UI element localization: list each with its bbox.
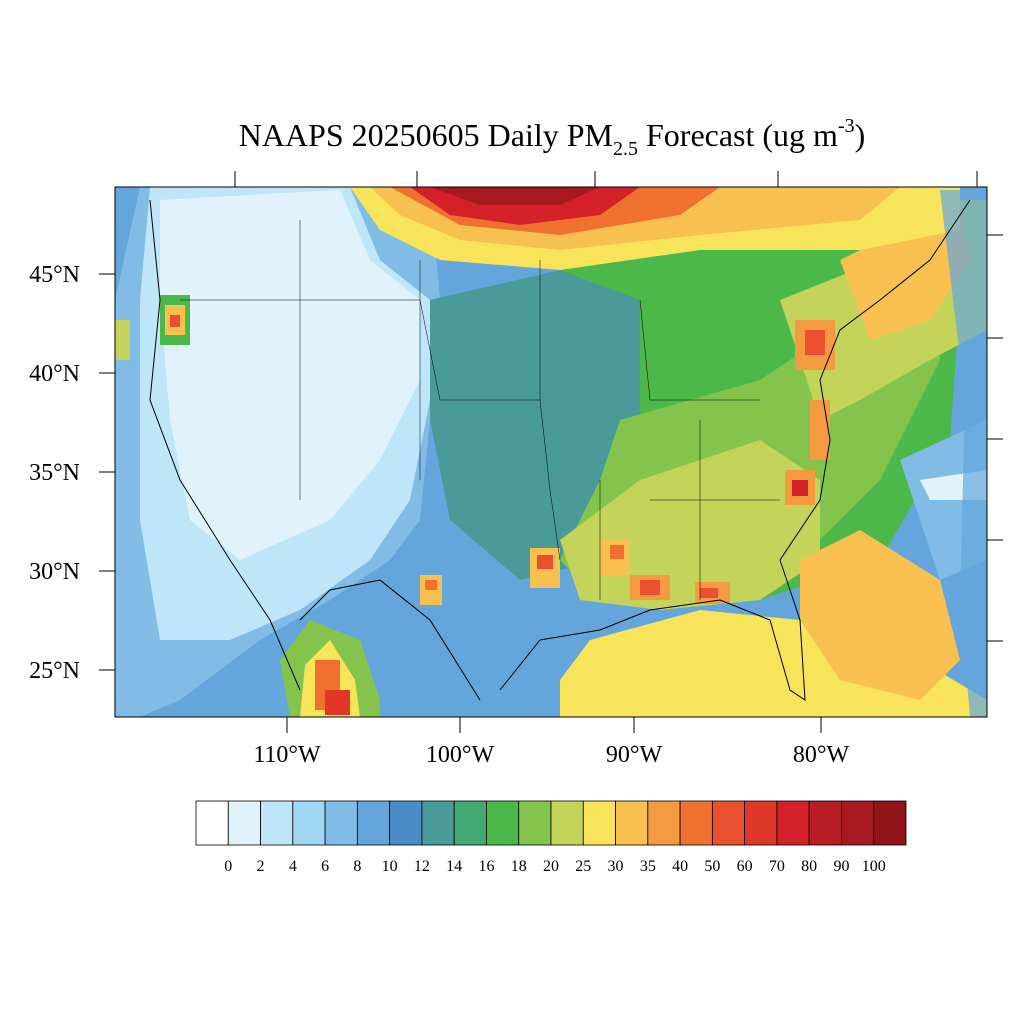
colorbar-label: 80	[801, 858, 817, 875]
colorbar-box	[711, 800, 746, 846]
lon-label: 90°W	[606, 742, 663, 768]
frame-ticks	[234, 171, 1003, 642]
colorbar-label: 4	[289, 858, 297, 875]
colorbar-box	[873, 800, 907, 846]
colorbar-label: 18	[511, 858, 527, 875]
title-main: NAAPS 20250605 Daily PM	[239, 117, 613, 153]
colorbar-box	[389, 800, 423, 846]
colorbar-box	[486, 800, 520, 846]
colorbar-box	[808, 800, 842, 846]
colorbar-label: 40	[672, 858, 688, 875]
lat-label: 25°N	[29, 658, 80, 684]
lat-label: 30°N	[29, 559, 80, 585]
map-frame	[114, 186, 988, 718]
colorbar-label: 50	[704, 858, 720, 875]
colorbar-box	[324, 800, 358, 846]
colorbar-box	[227, 800, 261, 846]
colorbar-label: 12	[414, 858, 430, 875]
colorbar-box	[744, 800, 778, 846]
colorbar-label: 100	[862, 858, 886, 875]
title-subscript: 2.5	[613, 138, 638, 160]
colorbar-box	[453, 800, 487, 846]
colorbar-box	[356, 800, 391, 846]
lat-label: 35°N	[29, 460, 80, 486]
colorbar-box	[841, 800, 875, 846]
colorbar-box	[647, 800, 681, 846]
colorbar-label: 10	[382, 858, 398, 875]
title-superscript: -3	[838, 115, 855, 137]
colorbar-box	[260, 800, 294, 846]
colorbar-label: 0	[224, 858, 232, 875]
colorbar-box	[518, 800, 552, 846]
colorbar-label: 70	[769, 858, 785, 875]
colorbar-label: 60	[737, 858, 753, 875]
lon-label: 110°W	[253, 742, 321, 768]
colorbar-box	[195, 800, 229, 846]
colorbar-box	[776, 800, 810, 846]
colorbar-box	[615, 800, 649, 846]
colorbar-box	[679, 800, 713, 846]
colorbar-label: 16	[478, 858, 494, 875]
lon-label: 100°W	[426, 742, 495, 768]
lon-label: 80°W	[793, 742, 850, 768]
title-after: Forecast (ug m	[638, 117, 838, 153]
colorbar-label: 25	[575, 858, 591, 875]
colorbar-label: 6	[321, 858, 329, 875]
colorbar-label: 20	[543, 858, 559, 875]
colorbar-box	[421, 800, 455, 846]
colorbar-label: 8	[353, 858, 361, 875]
colorbar-box	[582, 800, 616, 846]
colorbar-label: 35	[640, 858, 656, 875]
colorbar-label: 2	[257, 858, 265, 875]
title: NAAPS 20250605 Daily PM2.5 Forecast (ug …	[239, 115, 866, 160]
colorbar-label: 30	[608, 858, 624, 875]
colorbar-label: 90	[833, 858, 849, 875]
lat-label: 40°N	[29, 361, 80, 387]
pm25-field	[115, 187, 987, 717]
colorbar-box	[292, 800, 326, 846]
colorbar-label: 14	[446, 858, 462, 875]
lat-label: 45°N	[29, 262, 80, 288]
title-close: )	[855, 117, 866, 153]
colorbar-box	[550, 800, 584, 846]
